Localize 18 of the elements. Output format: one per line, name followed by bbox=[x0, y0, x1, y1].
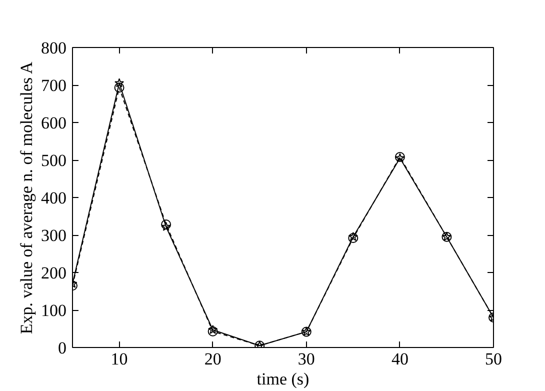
point bbox=[114, 78, 124, 88]
y-tick-label: 100 bbox=[41, 301, 66, 320]
y-tick-label: 0 bbox=[58, 338, 66, 358]
point bbox=[114, 82, 124, 93]
x-axis-title: time (s) bbox=[256, 370, 310, 388]
y-tick-label: 700 bbox=[41, 76, 66, 95]
y-tick-label: 600 bbox=[41, 114, 66, 132]
x-tick-label: 20 bbox=[204, 350, 222, 368]
x-tick-label: 30 bbox=[298, 350, 315, 368]
x-tick-label: 50 bbox=[485, 350, 502, 368]
y-tick-label: 800 bbox=[41, 38, 66, 58]
y-tick-label: 200 bbox=[41, 264, 66, 282]
x-tick-label: 10 bbox=[110, 350, 128, 368]
x-tick-label: 40 bbox=[391, 350, 408, 368]
y-axis-title: Exp. value of average n. of molecules A bbox=[17, 61, 36, 334]
y-tick-label: 300 bbox=[41, 226, 66, 245]
y-tick-label: 400 bbox=[41, 188, 66, 208]
y-tick-label: 500 bbox=[41, 151, 66, 170]
